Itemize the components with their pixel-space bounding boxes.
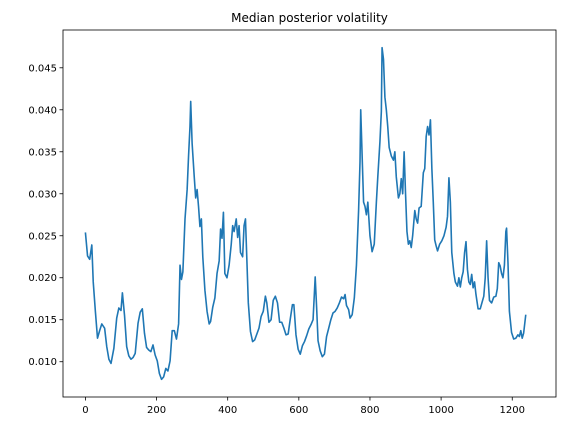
- x-tick-label: 400: [218, 405, 237, 416]
- y-tick-label: 0.035: [28, 147, 57, 158]
- series-line: [84, 46, 527, 381]
- y-tick-label: 0.010: [28, 357, 57, 368]
- y-tick-label: 0.025: [28, 231, 57, 242]
- axes-frame: [62, 29, 557, 398]
- x-tick-label: 800: [360, 405, 379, 416]
- y-tick-label: 0.040: [28, 105, 57, 116]
- x-axis: 0 200 400 600 800 1000 1200: [82, 397, 525, 416]
- x-tick-label: 600: [289, 405, 308, 416]
- x-tick-label: 1200: [500, 405, 525, 416]
- y-tick-label: 0.015: [28, 315, 57, 326]
- chart-title: Median posterior volatility: [231, 11, 388, 25]
- x-tick-label: 0: [82, 405, 88, 416]
- x-tick-label: 1000: [428, 405, 453, 416]
- plot-area: [84, 46, 527, 381]
- y-tick-label: 0.045: [28, 63, 57, 74]
- y-tick-label: 0.020: [28, 273, 57, 284]
- x-tick-label: 200: [147, 405, 166, 416]
- y-tick-label: 0.030: [28, 189, 57, 200]
- y-axis: 0.010 0.015 0.020 0.025 0.030 0.035 0.040 0.045: [28, 63, 63, 368]
